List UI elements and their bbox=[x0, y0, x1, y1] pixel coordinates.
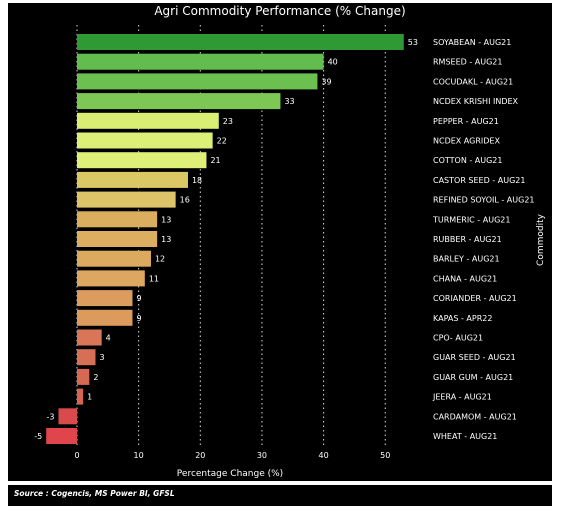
category-label: JEERA - AUG21 bbox=[432, 393, 492, 402]
category-label: CORIANDER - AUG21 bbox=[433, 294, 517, 303]
category-label: GUAR GUM - AUG21 bbox=[433, 373, 513, 382]
bar bbox=[77, 290, 133, 307]
bar-value-label: 4 bbox=[106, 334, 111, 343]
bar-value-label: 16 bbox=[180, 196, 190, 205]
category-label: WHEAT - AUG21 bbox=[433, 432, 497, 441]
bar-value-label: 22 bbox=[217, 137, 227, 146]
bar-value-label: 13 bbox=[161, 235, 171, 244]
x-tick-label: 10 bbox=[134, 451, 144, 460]
category-label: CPO- AUG21 bbox=[433, 334, 483, 343]
bar bbox=[77, 34, 404, 50]
bar-value-label: 13 bbox=[161, 215, 171, 224]
bar-value-label: 39 bbox=[321, 77, 331, 86]
bar-value-label: 23 bbox=[223, 117, 233, 126]
bar bbox=[77, 191, 176, 208]
x-tick-label: 20 bbox=[195, 451, 205, 460]
bar-value-label: 2 bbox=[93, 373, 98, 382]
category-label: REFINED SOYOIL - AUG21 bbox=[433, 196, 535, 205]
category-label: RMSEED - AUG21 bbox=[433, 58, 503, 67]
x-tick-label: 40 bbox=[319, 451, 329, 460]
category-label: BARLEY - AUG21 bbox=[433, 255, 500, 264]
category-label: CARDAMOM - AUG21 bbox=[433, 412, 517, 421]
category-label: SOYABEAN - AUG21 bbox=[433, 38, 511, 47]
chart-frame: Agri Commodity Performance (% Change) 0 1… bbox=[8, 3, 552, 481]
bar-value-label: 11 bbox=[149, 274, 159, 283]
bar-value-label: 18 bbox=[192, 176, 202, 185]
category-label: TURMERIC - AUG21 bbox=[432, 215, 510, 224]
bar bbox=[77, 73, 318, 90]
bar-chart: 0 10 20 30 40 50 53 SOYABEAN - AUG21 40 RMSEED - … bbox=[34, 25, 546, 479]
bar-value-label: 9 bbox=[136, 314, 141, 323]
footer-bar: Source : Cogencis, MS Power BI, GFSL bbox=[8, 485, 552, 506]
bar bbox=[77, 211, 158, 228]
bar-value-label: 40 bbox=[328, 58, 338, 67]
category-label: CHANA - AUG21 bbox=[433, 274, 497, 283]
category-label: COTTON - AUG21 bbox=[433, 156, 502, 165]
x-tick-label: 0 bbox=[74, 451, 79, 460]
bar-value-label: -5 bbox=[34, 432, 42, 441]
bar-value-label: 12 bbox=[155, 255, 165, 264]
category-label: KAPAS - APR22 bbox=[433, 314, 492, 323]
bar-value-label: -3 bbox=[47, 412, 55, 421]
bar bbox=[77, 171, 188, 188]
x-tick-label: 30 bbox=[257, 451, 267, 460]
bar bbox=[77, 112, 219, 129]
bar-value-label: 33 bbox=[284, 97, 294, 106]
bar bbox=[77, 132, 213, 149]
bar bbox=[77, 53, 324, 70]
category-label: GUAR SEED - AUG21 bbox=[433, 353, 516, 362]
bar-value-label: 53 bbox=[408, 38, 418, 47]
bar bbox=[77, 309, 133, 326]
category-label: NCDEX KRISHI INDEX bbox=[433, 97, 519, 106]
bar bbox=[77, 270, 145, 287]
bar bbox=[77, 368, 90, 385]
category-label: NCDEX AGRIDEX bbox=[433, 137, 500, 146]
bar-value-label: 1 bbox=[87, 393, 92, 402]
bar bbox=[58, 408, 77, 425]
source-note: Source : Cogencis, MS Power BI, GFSL bbox=[14, 489, 175, 498]
y-axis-title: Commodity bbox=[536, 213, 546, 266]
bar bbox=[46, 428, 77, 444]
category-label: RUBBER - AUG21 bbox=[433, 235, 502, 244]
bar-value-label: 9 bbox=[136, 294, 141, 303]
category-label: COCUDAKL - AUG21 bbox=[433, 77, 513, 86]
bar-value-label: 21 bbox=[210, 156, 220, 165]
bar bbox=[77, 388, 84, 405]
x-tick-label: 50 bbox=[380, 451, 390, 460]
bar-value-label: 3 bbox=[99, 353, 104, 362]
bar bbox=[77, 93, 281, 110]
category-label: CASTOR SEED - AUG21 bbox=[433, 176, 525, 185]
chart-title: Agri Commodity Performance (% Change) bbox=[154, 4, 406, 18]
bar bbox=[77, 231, 158, 247]
bar bbox=[77, 152, 207, 169]
x-axis-title: Percentage Change (%) bbox=[177, 469, 283, 479]
category-label: PEPPER - AUG21 bbox=[433, 117, 499, 126]
bar bbox=[77, 349, 96, 366]
bar bbox=[77, 329, 102, 346]
bar bbox=[77, 250, 151, 267]
